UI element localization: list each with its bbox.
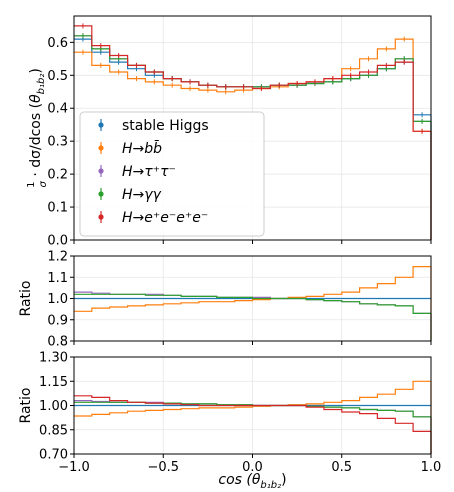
y-tick-label: 0.1	[47, 201, 68, 216]
legend-box	[79, 111, 265, 237]
y-tick-label: 0.0	[47, 234, 68, 249]
legend-label: H→e⁺e⁻e⁺e⁻	[122, 210, 208, 226]
y-tick-label: 0.4	[47, 102, 68, 117]
series-line	[74, 395, 431, 432]
series-line	[74, 266, 431, 312]
legend-label: stable Higgs	[122, 118, 209, 134]
y-tick-label: 0.5	[47, 69, 68, 84]
x-axis-label: cos (θb₁b₂)	[218, 472, 286, 491]
x-tick-label: 0.0	[242, 460, 263, 475]
y-tick-label: 1.1	[47, 271, 68, 286]
svg-text:Ratio: Ratio	[18, 281, 34, 317]
y-tick-label: 0.9	[47, 313, 68, 328]
legend: stable Higgs H→bb̄ H→τ⁺τ⁻ H→γγ H→e⁺e⁻e⁺e⁻	[79, 111, 265, 237]
legend-label: H→τ⁺τ⁻	[122, 164, 176, 180]
legend-marker	[98, 168, 104, 174]
y-tick-label: 0.70	[39, 448, 68, 463]
legend-label: H→bb̄	[122, 139, 162, 157]
svg-text:Ratio: Ratio	[18, 388, 34, 424]
axis-labels: 1σ · dσ/dcos (θb₁b₂) Ratio Ratio cos (θb₁b₂…	[18, 68, 287, 491]
y-tick-label: 0.85	[39, 423, 68, 438]
x-tick-label: 1.0	[421, 460, 442, 475]
x-tick-label: −0.5	[147, 460, 179, 475]
legend-marker	[98, 191, 104, 197]
series-line	[74, 380, 431, 417]
x-tick-label: 0.5	[331, 460, 352, 475]
ratio2-y-label: Ratio	[18, 388, 34, 424]
y-tick-label: 1.0	[47, 292, 68, 307]
legend-marker	[98, 214, 104, 220]
ratio-panel-2: 0.70 0.85 1.00 1.15 1.30 −1.0 −0.5 0.0 0.5 1.0	[39, 351, 441, 476]
y-tick-label: 1.30	[39, 351, 68, 366]
series-line	[74, 293, 431, 314]
y-tick-label: 0.2	[47, 168, 68, 183]
x-tick-label: −1.0	[58, 460, 90, 475]
y-tick-label: 0.6	[47, 36, 68, 51]
ratio1-y-label: Ratio	[18, 281, 34, 317]
ratio-panel-1: 0.8 0.9 1.0 1.1 1.2	[47, 250, 432, 350]
y-tick-label: 0.3	[47, 135, 68, 150]
y-tick-label: 0.8	[47, 335, 68, 350]
legend-label: H→γγ	[122, 187, 162, 203]
series-line	[74, 25, 431, 132]
main-y-label: 1σ · dσ/dcos (θb₁b₂)	[26, 68, 49, 188]
y-tick-label: 1.15	[39, 375, 68, 390]
main-panel: 0.0 0.1 0.2 0.3 0.4 0.5 0.6	[47, 15, 432, 249]
legend-marker	[98, 122, 104, 128]
svg-text:1σ · dσ/dcos (θb₁b₂): 1σ · dσ/dcos (θb₁b₂)	[26, 68, 49, 188]
y-tick-label: 1.2	[47, 250, 68, 265]
y-tick-label: 1.00	[39, 399, 68, 414]
legend-marker	[98, 145, 104, 151]
